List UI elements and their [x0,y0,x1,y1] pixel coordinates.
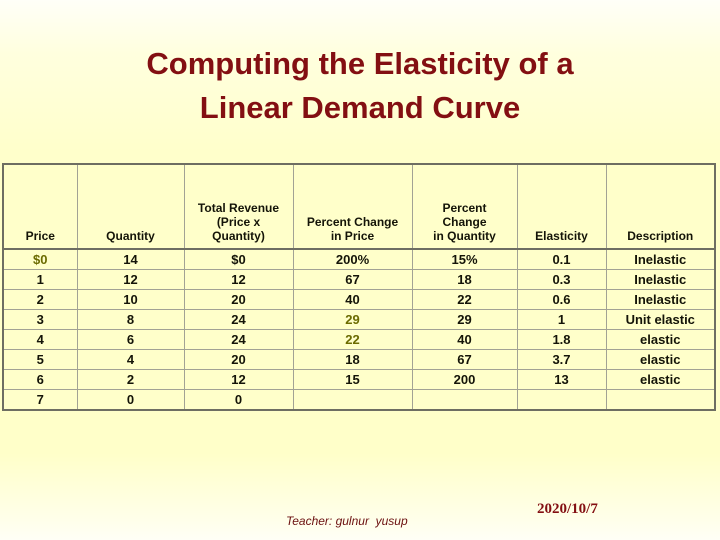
table-cell [411,389,518,411]
column-header-elasticity: Elasticity [516,163,607,250]
table-cell: Inelastic [605,248,716,270]
column-header-price: Price [2,163,78,250]
column-header-description: Description [605,163,716,250]
table-cell: 18 [292,349,413,370]
table-row: 2 10 20 40 22 0.6 Inelastic [2,289,716,310]
table-cell: 0.6 [516,289,607,310]
table-cell: 0 [76,389,185,411]
table-cell: 0 [183,389,294,411]
title-line-2: Linear Demand Curve [199,90,521,125]
table-cell: 12 [183,369,294,390]
table-cell: elastic [605,329,716,350]
table-cell: 24 [183,329,294,350]
slide-title: Computing the Elasticity of a Linear Dem… [0,42,720,130]
table-cell: 7 [2,389,78,411]
table-cell: 1 [2,269,78,290]
table-row: 6 2 12 15 200 13 elastic [2,369,716,390]
table-cell: Inelastic [605,289,716,310]
table-cell [292,389,413,411]
table-cell: 0.1 [516,248,607,270]
table-cell: 1.8 [516,329,607,350]
table-cell: 40 [292,289,413,310]
table-cell: elastic [605,369,716,390]
table-cell: 1 [516,309,607,330]
table-cell: elastic [605,349,716,370]
table-cell: Inelastic [605,269,716,290]
table-cell: 14 [76,248,185,270]
table-cell: 20 [183,349,294,370]
elasticity-table: Price Quantity Total Revenue (Price x Qu… [2,163,716,411]
table-cell: 5 [2,349,78,370]
table-cell: $0 [2,248,78,270]
footer-date: 2020/10/7 [537,501,598,517]
table-cell: 15 [292,369,413,390]
table-cell: 2 [76,369,185,390]
table-row: $0 14 $0 200% 15% 0.1 Inelastic [2,248,716,270]
table-cell: 24 [183,309,294,330]
table-row: 7 0 0 [2,389,716,411]
column-header-pct-change-price: Percent Change in Price [292,163,413,250]
table-cell: Unit elastic [605,309,716,330]
table-cell: 20 [183,289,294,310]
table-cell: 67 [292,269,413,290]
table-row: 5 4 20 18 67 3.7 elastic [2,349,716,370]
table-cell: 22 [292,329,413,350]
column-header-pct-change-quantity: Percent Change in Quantity [411,163,518,250]
table-cell: 29 [411,309,518,330]
table-cell: 200 [411,369,518,390]
table-cell: 22 [411,289,518,310]
table-cell [516,389,607,411]
table-cell: 2 [2,289,78,310]
table-cell: $0 [183,248,294,270]
table-cell: 0.3 [516,269,607,290]
footer-teacher: Teacher: gulnur yusup [286,514,408,528]
table-cell: 29 [292,309,413,330]
table-cell: 40 [411,329,518,350]
table-cell: 12 [76,269,185,290]
table-cell: 8 [76,309,185,330]
table-row: 4 6 24 22 40 1.8 elastic [2,329,716,350]
table-cell: 12 [183,269,294,290]
table-cell: 6 [76,329,185,350]
table-row: 1 12 12 67 18 0.3 Inelastic [2,269,716,290]
table-cell: 13 [516,369,607,390]
table-cell: 3.7 [516,349,607,370]
column-header-quantity: Quantity [76,163,185,250]
table-cell: 6 [2,369,78,390]
table-cell: 4 [76,349,185,370]
table-cell: 10 [76,289,185,310]
table-cell: 67 [411,349,518,370]
table-cell: 18 [411,269,518,290]
table-cell: 200% [292,248,413,270]
table-cell [605,389,716,411]
table-row: 3 8 24 29 29 1 Unit elastic [2,309,716,330]
column-header-total-revenue: Total Revenue (Price x Quantity) [183,163,294,250]
table-cell: 15% [411,248,518,270]
table-header-row: Price Quantity Total Revenue (Price x Qu… [2,163,716,250]
title-line-1: Computing the Elasticity of a [146,46,574,81]
table-cell: 4 [2,329,78,350]
table-cell: 3 [2,309,78,330]
